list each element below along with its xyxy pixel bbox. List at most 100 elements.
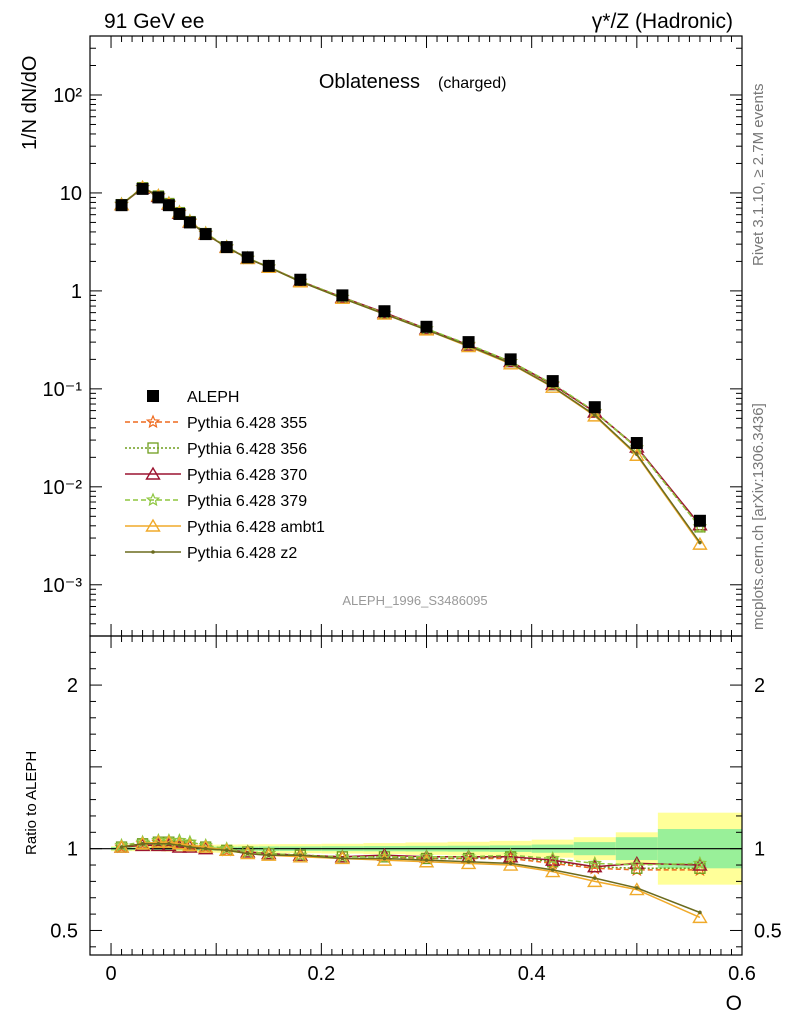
legend-marker (147, 390, 159, 402)
data-point (546, 375, 559, 388)
x-tick-label: 0.2 (307, 963, 335, 985)
mc-point (592, 413, 597, 417)
data-point (152, 191, 165, 204)
mc-point (629, 447, 645, 461)
data-point (693, 514, 706, 527)
ratio-point (298, 853, 303, 858)
legend-marker (145, 492, 161, 507)
ratio-point (292, 849, 309, 863)
ratio-y-tick-label: 2 (67, 675, 78, 697)
ratio-point (293, 847, 308, 862)
legend-label: Pythia 6.428 370 (187, 467, 307, 484)
legend-label: Pythia 6.428 356 (187, 441, 307, 458)
ratio-point (698, 910, 702, 915)
ratio-y-tick-label-right: 2 (754, 675, 765, 697)
series-line-6 (121, 186, 701, 543)
legend-marker (145, 518, 161, 532)
ratio-point (140, 841, 145, 846)
legend-marker (145, 466, 161, 480)
legend-label: Pythia 6.428 379 (187, 493, 307, 510)
ratio-y-tick-label: 1 (67, 839, 78, 861)
ratio-point (376, 852, 393, 866)
data-point (462, 336, 475, 349)
ratio-point (545, 850, 560, 865)
legend-label: Pythia 6.428 z2 (187, 545, 297, 562)
mc-point (587, 408, 603, 422)
data-point (136, 182, 149, 195)
data-point (294, 273, 307, 286)
ratio-point (161, 834, 177, 848)
mcplots-label: mcplots.cern.ch [arXiv:1306.3436] (750, 403, 767, 630)
ratio-point (245, 851, 250, 856)
ratio-point (340, 856, 345, 861)
ratio-y-tick-label-right: 0.5 (754, 920, 782, 942)
ratio-point (382, 856, 387, 861)
legend-label: Pythia 6.428 355 (187, 415, 307, 432)
ratio-point (635, 886, 639, 890)
ratio-point (692, 909, 708, 924)
legend-marker (151, 550, 155, 554)
data-point (199, 228, 212, 241)
main-y-tick-label: 10 (60, 183, 82, 205)
data-point (378, 305, 391, 318)
ratio-point (182, 838, 198, 852)
chart-subtitle: (charged) (438, 75, 506, 92)
data-point (588, 401, 601, 414)
ratio-point (424, 858, 429, 862)
data-point (162, 199, 175, 212)
ratio-point (629, 857, 644, 872)
main-y-tick-label: 10⁻² (43, 477, 83, 499)
header-left: 91 GeV ee (104, 10, 204, 33)
main-y-tick-label: 1 (71, 281, 82, 303)
ratio-point (508, 861, 513, 866)
ratio-point (587, 874, 603, 888)
main-y-tick-label: 10⁻¹ (43, 379, 83, 401)
data-point (173, 207, 186, 220)
x-tick-label: 0.6 (728, 963, 756, 985)
data-point (183, 216, 196, 229)
ratio-line-4 (121, 841, 701, 919)
ratio-frame (89, 635, 743, 956)
ratio-point (197, 839, 214, 853)
data-point (336, 289, 349, 302)
analysis-watermark: ALEPH_1996_S3486095 (342, 593, 487, 608)
legend-marker (145, 414, 161, 429)
ratio-point (592, 876, 597, 880)
data-point (630, 437, 643, 450)
legend-marker (147, 442, 159, 454)
ratio-y-tick-label-right: 1 (754, 839, 765, 861)
ratio-point (188, 845, 192, 849)
main-y-tick-label: 10⁻³ (43, 575, 83, 597)
ratio-point (550, 868, 555, 872)
main-y-tick-label: 10² (53, 85, 82, 107)
ratio-point (266, 853, 271, 858)
ratio-line-5 (121, 843, 701, 914)
ratio-y-axis-label: Ratio to ALEPH (23, 751, 40, 855)
ratio-y-tick-label: 0.5 (50, 920, 78, 942)
mc-point (692, 536, 708, 550)
data-point (241, 251, 254, 264)
rivet-label: Rivet 3.1.10, ≥ 2.7M events (750, 84, 767, 267)
main-plot-layer (113, 179, 708, 550)
mc-point (635, 452, 639, 457)
header-right: γ*/Z (Hadronic) (592, 10, 733, 33)
data-point (504, 353, 517, 366)
x-axis-label: O (726, 992, 742, 1015)
data-point (420, 320, 433, 333)
legend-label: ALEPH (187, 389, 239, 406)
mc-point (698, 540, 702, 545)
data-point (220, 241, 233, 254)
ratio-point (466, 859, 471, 864)
ratio-point (119, 845, 124, 849)
ratio-point (224, 848, 229, 853)
ratio-point (150, 834, 167, 848)
legend-label: Pythia 6.428 ambt1 (187, 519, 325, 536)
ratio-point (692, 855, 708, 870)
chart-title: Oblateness (319, 71, 420, 93)
data-point (115, 199, 128, 212)
x-tick-label: 0 (105, 963, 116, 985)
ratio-point (460, 856, 477, 870)
ratio-point (167, 841, 171, 846)
ratio-plot-layer (113, 832, 708, 924)
